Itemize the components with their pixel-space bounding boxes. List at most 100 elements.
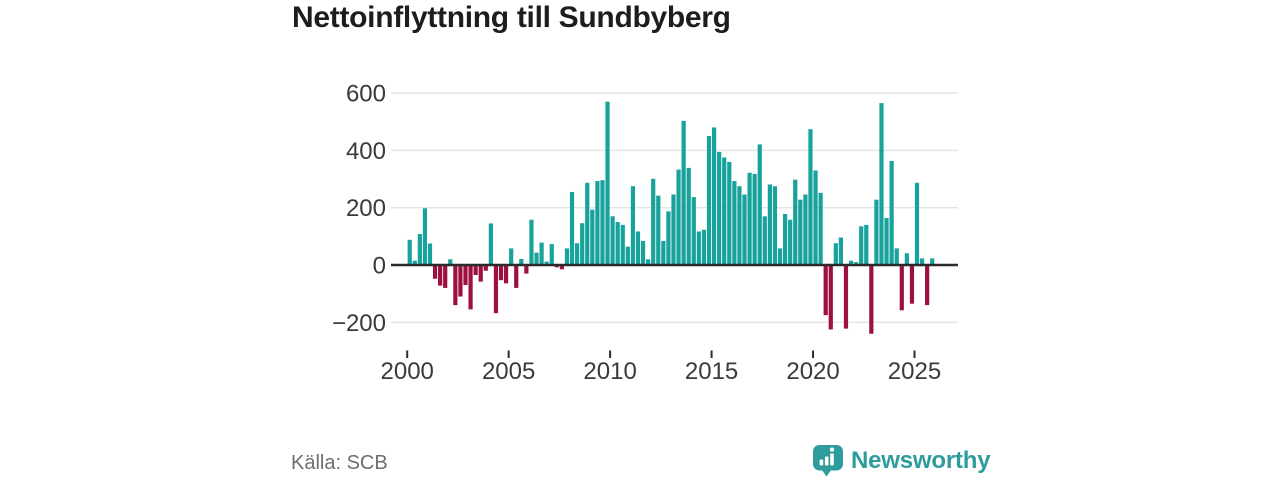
bar-2004Q2 <box>493 265 499 314</box>
bar-2022Q2 <box>859 226 864 265</box>
bar-2013Q3 <box>681 120 686 265</box>
bar-2010Q2 <box>615 222 620 265</box>
bar-2017Q3 <box>762 216 767 265</box>
bar-2017Q4 <box>767 184 772 265</box>
bar-2025Q2 <box>919 258 925 265</box>
newsworthy-wordmark: Newsworthy <box>851 446 991 474</box>
bar-2025Q1 <box>914 182 920 265</box>
bar-2005Q3 <box>519 258 524 265</box>
bar-2011Q4 <box>646 259 651 265</box>
x-tick-label-2025: 2025 <box>888 358 941 385</box>
bar-chart-bubble-icon <box>813 445 843 477</box>
bar-2007Q1 <box>549 244 554 265</box>
bar-2006Q1 <box>529 219 534 265</box>
bar-2000Q3 <box>417 234 422 265</box>
bar-2024Q4 <box>909 265 915 304</box>
y-tick-label-200: 200 <box>346 195 386 222</box>
bar-2012Q2 <box>656 195 661 265</box>
bar-2021Q1 <box>833 243 838 265</box>
bar-2020Q3 <box>823 265 828 316</box>
bar-2000Q1 <box>407 239 412 265</box>
bar-2006Q3 <box>539 242 544 265</box>
bar-2020Q4 <box>828 265 833 330</box>
bar-2015Q2 <box>717 151 722 265</box>
bar-2023Q2 <box>879 103 884 265</box>
bar-2010Q3 <box>620 224 625 265</box>
bar-2007Q3 <box>559 265 564 270</box>
bar-2016Q3 <box>742 194 747 265</box>
bar-2011Q1 <box>630 186 636 265</box>
bar-2020Q1 <box>813 170 818 265</box>
bar-2010Q4 <box>625 246 630 265</box>
bar-2001Q1 <box>427 243 433 265</box>
bar-2013Q1 <box>671 194 676 265</box>
bar-2004Q3 <box>498 265 504 281</box>
newsworthy-logo: Newsworthy <box>812 444 991 477</box>
bar-2019Q4 <box>808 129 813 265</box>
bar-2005Q4 <box>524 265 529 274</box>
bar-2009Q2 <box>595 181 600 265</box>
bar-2001Q2 <box>432 265 438 279</box>
bar-2019Q3 <box>803 194 808 265</box>
x-tick-label-2010: 2010 <box>583 358 636 385</box>
bar-2008Q3 <box>580 223 585 265</box>
bar-2008Q4 <box>585 182 590 265</box>
bar-2005Q1 <box>509 248 514 265</box>
bar-2017Q1 <box>752 173 757 265</box>
bar-2008Q1 <box>569 191 575 265</box>
bar-2003Q1 <box>468 265 473 310</box>
bar-2011Q3 <box>640 240 646 265</box>
bar-2019Q1 <box>793 179 798 265</box>
bar-2000Q4 <box>422 208 428 265</box>
bar-2011Q2 <box>635 231 641 265</box>
bar-2024Q1 <box>894 248 899 265</box>
bar-2003Q3 <box>478 265 483 282</box>
bar-2001Q4 <box>443 265 448 288</box>
bar-2021Q4 <box>848 260 854 265</box>
bar-2022Q1 <box>854 262 859 265</box>
bar-2003Q2 <box>473 265 478 276</box>
bar-2016Q4 <box>747 172 752 265</box>
bar-2002Q4 <box>463 265 468 286</box>
bar-2013Q4 <box>686 167 691 265</box>
bar-2016Q2 <box>737 186 742 265</box>
bar-2015Q3 <box>722 157 727 265</box>
chart-title: Nettoinflyttning till Sundbyberg <box>292 1 731 34</box>
bar-2006Q4 <box>544 261 549 265</box>
bar-2018Q3 <box>783 214 788 265</box>
bar-2014Q2 <box>696 231 701 265</box>
bar-2002Q1 <box>448 259 453 265</box>
bar-2025Q4 <box>930 258 935 265</box>
bar-2009Q3 <box>600 180 605 265</box>
bar-2014Q4 <box>706 136 712 265</box>
bar-2004Q1 <box>488 223 493 265</box>
bar-2006Q2 <box>534 252 539 265</box>
bar-2020Q2 <box>818 192 823 265</box>
bar-2002Q2 <box>453 265 458 306</box>
bar-2015Q1 <box>711 127 717 265</box>
bar-2008Q2 <box>575 243 580 265</box>
bar-2022Q3 <box>864 224 869 265</box>
bar-2007Q4 <box>564 248 570 265</box>
bar-2012Q3 <box>661 240 666 265</box>
bar-2022Q4 <box>869 265 874 334</box>
x-tick-label-2000: 2000 <box>381 358 434 385</box>
bar-2010Q1 <box>610 216 615 265</box>
y-tick-label-400: 400 <box>346 138 386 165</box>
bar-2023Q3 <box>884 218 889 265</box>
bar-2018Q1 <box>772 186 778 265</box>
bar-2003Q4 <box>483 265 488 271</box>
x-tick-label-2020: 2020 <box>786 358 839 385</box>
bar-2001Q3 <box>438 265 443 286</box>
bar-2015Q4 <box>727 161 732 265</box>
bar-2013Q2 <box>676 169 681 265</box>
bar-2018Q4 <box>788 219 793 265</box>
bar-2019Q2 <box>798 199 803 265</box>
bar-2014Q3 <box>701 229 707 265</box>
bar-2021Q3 <box>843 265 849 329</box>
bar-2024Q2 <box>899 265 904 311</box>
bar-2017Q2 <box>757 144 762 265</box>
x-tick-label-2015: 2015 <box>685 358 738 385</box>
bar-2000Q2 <box>412 260 417 265</box>
bar-2009Q1 <box>590 209 595 265</box>
